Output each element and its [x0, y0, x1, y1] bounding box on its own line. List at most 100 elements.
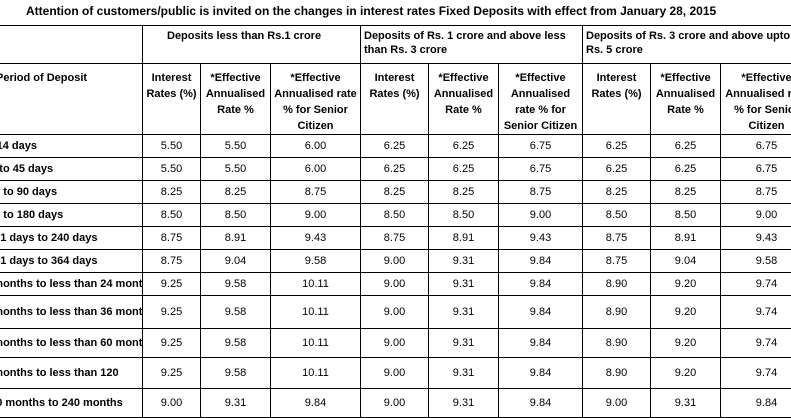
rate-cell: 8.25 [201, 181, 271, 204]
rate-rows: 7 to 14 days5.505.506.006.256.256.756.25… [0, 135, 791, 418]
effective-rate-header: *Effective Annualised Rate % [429, 64, 499, 135]
rate-cell: 9.74 [721, 358, 791, 389]
period-cell: 120 months to 240 months [0, 389, 143, 418]
period-label: 60 months to less than 120 [0, 367, 119, 379]
rate-cell: 6.75 [721, 135, 791, 158]
rate-cell: 8.75 [583, 250, 651, 273]
rate-cell: 9.31 [429, 358, 499, 389]
period-cell: 60 months to less than 120 [0, 358, 143, 389]
rate-cell: 9.00 [499, 204, 583, 227]
table-row: 181 days to 240 days8.758.919.438.758.91… [0, 227, 791, 250]
period-cell: 91 to 180 days [0, 204, 143, 227]
rate-cell: 10.11 [271, 296, 361, 329]
rate-cell: 8.75 [721, 181, 791, 204]
rate-cell: 9.00 [583, 389, 651, 418]
rate-cell: 8.50 [201, 204, 271, 227]
table-row: 12 months to less than 24 months9.259.58… [0, 273, 791, 296]
rate-cell: 8.91 [201, 227, 271, 250]
column-header-row: Period of Deposit Interest Rates (%) *Ef… [0, 64, 791, 135]
group-header-1-to-3-crore: Deposits of Rs. 1 crore and above less t… [361, 26, 583, 64]
rate-cell: 9.84 [721, 389, 791, 418]
effective-rate-header: *Effective Annualised Rate % [651, 64, 721, 135]
interest-rate-header: Interest Rates (%) [143, 64, 201, 135]
period-column-header: Period of Deposit [0, 64, 143, 135]
rate-cell: 5.50 [201, 135, 271, 158]
rate-cell: 8.25 [583, 181, 651, 204]
period-cell: 36 months to less than 60 months [0, 329, 143, 358]
rate-cell: 9.00 [143, 389, 201, 418]
group-header-3-to-5-crore: Deposits of Rs. 3 crore and above upto R… [583, 26, 791, 64]
rate-cell: 6.25 [651, 158, 721, 181]
period-cell: 46 to 90 days [0, 181, 143, 204]
rate-cell: 9.25 [143, 296, 201, 329]
rate-cell: 5.50 [143, 135, 201, 158]
rate-cell: 6.75 [499, 135, 583, 158]
rate-cell: 9.00 [721, 204, 791, 227]
rate-cell: 8.25 [651, 181, 721, 204]
period-label: 36 months to less than 60 months [0, 337, 143, 349]
rate-cell: 8.75 [499, 181, 583, 204]
rate-cell: 8.90 [583, 273, 651, 296]
period-cell: 12 months to less than 24 months [0, 273, 143, 296]
rate-cell: 9.20 [651, 358, 721, 389]
rate-cell: 8.25 [361, 181, 429, 204]
senior-citizen-rate-header: *Effective Annualised rate % for Senior … [721, 64, 791, 135]
fd-rates-table: Deposits less than Rs.1 crore Deposits o… [0, 25, 791, 418]
rate-cell: 8.90 [583, 358, 651, 389]
table-row: 7 to 14 days5.505.506.006.256.256.756.25… [0, 135, 791, 158]
rate-cell: 6.75 [721, 158, 791, 181]
rate-cell: 8.50 [583, 204, 651, 227]
rate-cell: 9.74 [721, 296, 791, 329]
rate-cell: 5.50 [201, 158, 271, 181]
rate-cell: 6.25 [361, 158, 429, 181]
rate-cell: 10.11 [271, 329, 361, 358]
rate-cell: 9.74 [721, 273, 791, 296]
rate-cell: 9.58 [721, 250, 791, 273]
group-header-row: Deposits less than Rs.1 crore Deposits o… [0, 26, 791, 64]
rate-cell: 9.84 [499, 273, 583, 296]
notice-heading: Attention of customers/public is invited… [26, 4, 716, 18]
group-header-less-1-crore: Deposits less than Rs.1 crore [143, 26, 361, 64]
table-row: 15 to 45 days5.505.506.006.256.256.756.2… [0, 158, 791, 181]
rate-cell: 9.25 [143, 358, 201, 389]
rate-cell: 9.00 [361, 389, 429, 418]
rate-cell: 9.25 [143, 329, 201, 358]
rate-cell: 9.31 [429, 250, 499, 273]
rate-cell: 8.75 [361, 227, 429, 250]
rate-cell: 9.84 [499, 358, 583, 389]
rate-cell: 9.43 [721, 227, 791, 250]
rate-cell: 8.75 [271, 181, 361, 204]
rate-cell: 8.25 [429, 181, 499, 204]
rate-cell: 8.91 [429, 227, 499, 250]
rate-cell: 8.50 [143, 204, 201, 227]
rate-cell: 9.31 [651, 389, 721, 418]
rate-cell: 8.50 [651, 204, 721, 227]
rate-cell: 9.84 [499, 296, 583, 329]
rate-cell: 10.11 [271, 358, 361, 389]
rate-cell: 9.58 [201, 358, 271, 389]
period-cell: 24 months to less than 36 months [0, 296, 143, 329]
period-cell: 181 days to 240 days [0, 227, 143, 250]
rate-cell: 8.75 [143, 250, 201, 273]
rate-cell: 9.43 [499, 227, 583, 250]
rate-cell: 9.31 [201, 389, 271, 418]
rate-cell: 9.25 [143, 273, 201, 296]
period-label: 46 to 90 days [0, 186, 57, 198]
interest-rate-header: Interest Rates (%) [361, 64, 429, 135]
rate-cell: 9.74 [721, 329, 791, 358]
rate-cell: 9.31 [429, 329, 499, 358]
rate-cell: 9.58 [201, 296, 271, 329]
blank-header-cell [0, 26, 143, 64]
rate-cell: 9.20 [651, 273, 721, 296]
rate-cell: 8.50 [361, 204, 429, 227]
rate-cell: 6.75 [499, 158, 583, 181]
rate-cell: 9.00 [271, 204, 361, 227]
rate-cell: 6.25 [429, 135, 499, 158]
rate-cell: 8.50 [429, 204, 499, 227]
rate-cell: 9.58 [201, 329, 271, 358]
rate-cell: 8.90 [583, 296, 651, 329]
rate-cell: 9.00 [361, 329, 429, 358]
rate-cell: 8.75 [143, 227, 201, 250]
table-row: 24 months to less than 36 months9.259.58… [0, 296, 791, 329]
